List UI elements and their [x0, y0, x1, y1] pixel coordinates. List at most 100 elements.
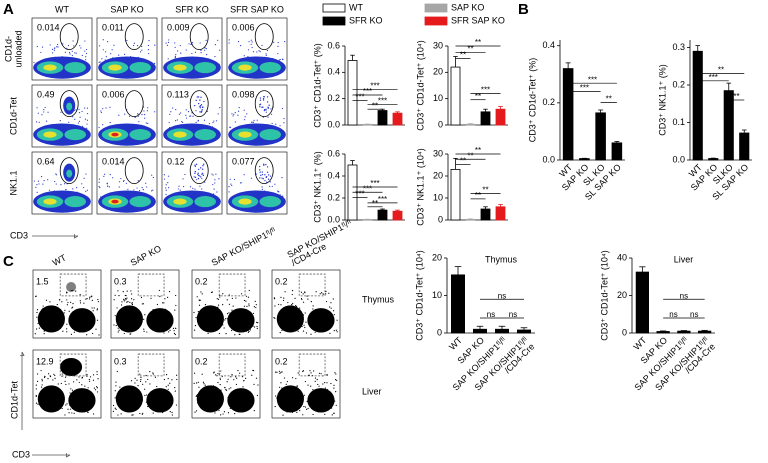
event-dot: [256, 321, 258, 323]
event-dot: [168, 290, 171, 293]
event-dot: [127, 300, 129, 303]
event-dot: [120, 304, 123, 306]
event-dot: [95, 386, 98, 388]
event-dot: [239, 45, 242, 47]
event-dot: [61, 407, 63, 410]
event-dot: [217, 298, 220, 300]
significance-label: ns: [498, 291, 506, 300]
event-dot: [40, 369, 42, 372]
density-core: [43, 64, 57, 71]
event-dot: [248, 330, 250, 333]
event-dot: [281, 107, 284, 110]
event-dot: [227, 412, 230, 414]
event-dot: [280, 371, 282, 373]
event-dot: [237, 110, 240, 112]
gated-dot: [259, 171, 261, 173]
event-dot: [133, 42, 136, 44]
column-label-line: SAP KO/SHIP1ᶠˡ/ᶠˡ: [210, 226, 278, 268]
event-dot: [166, 374, 168, 376]
event-dot: [176, 378, 178, 381]
gated-dot: [267, 106, 269, 109]
event-dot: [330, 382, 332, 385]
event-dot: [88, 378, 90, 381]
event-dot: [185, 114, 187, 116]
event-dot: [225, 389, 227, 391]
event-dot: [71, 54, 73, 57]
event-dot: [204, 47, 206, 49]
y-axis-label: CD3⁺ CD1d-Tet⁺ (%): [527, 58, 537, 143]
event-dot: [316, 379, 318, 381]
event-dot: [122, 290, 124, 293]
event-dot: [261, 44, 263, 47]
event-dot: [73, 331, 76, 333]
event-dot: [123, 299, 125, 301]
event-dot: [97, 298, 99, 301]
density-mid: [259, 129, 282, 141]
event-dot: [33, 180, 35, 182]
x-axis-label: CD3: [12, 449, 30, 459]
event-dot: [111, 49, 113, 51]
event-dot: [258, 50, 260, 52]
gate-percentage: 0.2: [275, 357, 288, 367]
gated-dot: [199, 167, 202, 169]
event-dot: [138, 121, 140, 123]
event-dot: [34, 333, 36, 335]
significance-label: **: [482, 186, 488, 195]
event-dot: [170, 111, 172, 113]
bar: [517, 329, 532, 334]
event-dot: [65, 404, 67, 406]
event-dot: [247, 56, 249, 58]
event-dot: [71, 307, 73, 309]
event-dot: [147, 405, 149, 408]
event-dot: [243, 299, 246, 302]
event-dot: [251, 46, 253, 49]
event-dot: [174, 57, 176, 59]
event-dot: [56, 303, 58, 306]
event-dot: [132, 44, 135, 47]
chart-title: Thymus: [485, 254, 518, 264]
event-dot: [71, 412, 73, 414]
event-dot: [140, 376, 142, 378]
event-dot: [136, 187, 138, 189]
event-dot: [218, 409, 220, 412]
bar: [450, 274, 465, 334]
bar: [677, 330, 691, 334]
gated-dot: [200, 104, 203, 106]
event-dot: [195, 395, 198, 397]
event-dot: [166, 44, 169, 47]
density-mid: [194, 196, 216, 208]
gated-dot: [200, 176, 202, 178]
event-dot: [249, 329, 251, 331]
event-dot: [275, 395, 277, 397]
y-axis-label: CD3⁺ CD1d-Tet⁺ (10⁴): [415, 40, 425, 130]
event-dot: [146, 331, 148, 333]
column-label: SFR KO: [175, 4, 209, 14]
event-dot: [214, 44, 217, 46]
event-dot: [136, 379, 138, 381]
event-dot: [86, 297, 88, 300]
bar: [495, 206, 506, 221]
event-dot: [165, 189, 167, 191]
density-mid: [129, 196, 151, 208]
gated-dot: [197, 96, 200, 98]
event-dot: [109, 173, 111, 176]
event-dot: [333, 314, 335, 316]
significance-label: ns: [690, 310, 698, 319]
event-dot: [87, 411, 89, 413]
event-dot: [81, 54, 83, 57]
event-dot: [277, 41, 279, 44]
event-dot: [38, 121, 40, 123]
event-dot: [188, 43, 190, 45]
event-dot: [254, 300, 256, 302]
event-dot: [73, 412, 75, 415]
gated-dot: [260, 174, 262, 177]
event-dot: [143, 328, 145, 330]
event-dot: [168, 121, 170, 124]
event-dot: [86, 107, 89, 109]
event-dot: [254, 326, 256, 328]
event-dot: [56, 174, 58, 176]
event-dot: [139, 373, 141, 375]
column-label: SAP KO: [129, 243, 163, 267]
event-dot: [233, 379, 235, 381]
event-dot: [234, 112, 236, 114]
